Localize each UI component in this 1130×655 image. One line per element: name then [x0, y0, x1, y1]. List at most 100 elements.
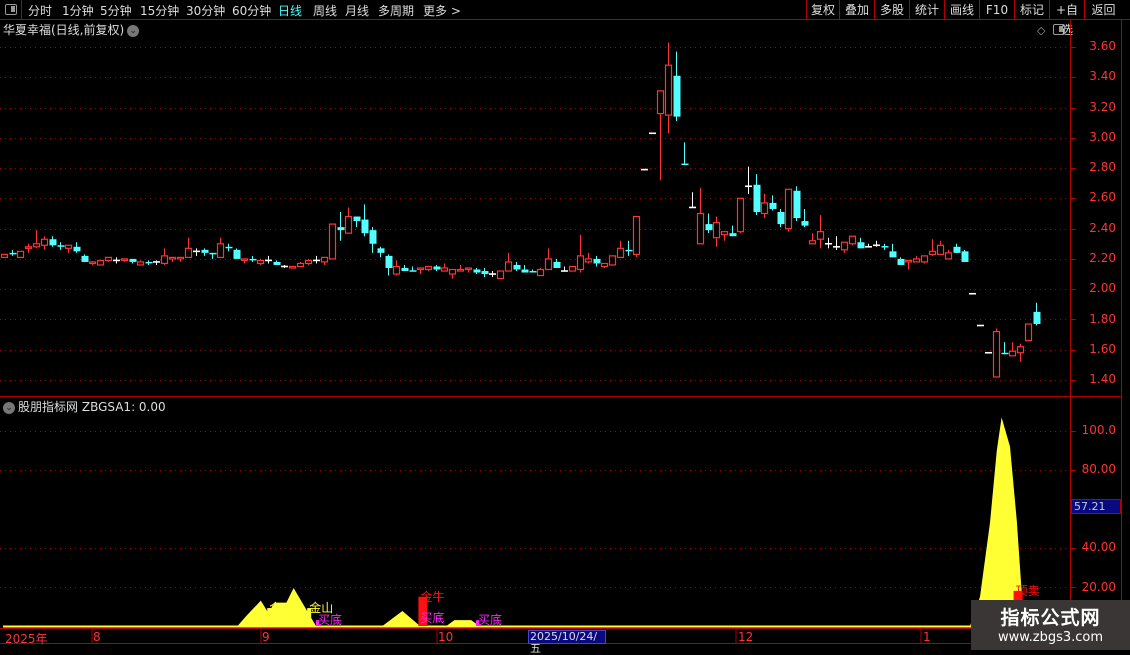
candle-body	[273, 261, 281, 265]
period-tab[interactable]: 分时	[28, 4, 53, 18]
candle-body	[504, 261, 513, 272]
candle-body	[912, 258, 921, 263]
toolbar-button[interactable]: F10	[979, 0, 1014, 20]
candle-body	[904, 259, 913, 263]
toolbar-button[interactable]: 返回	[1084, 0, 1122, 20]
candle-body	[593, 258, 601, 264]
period-tab[interactable]: 多周期	[378, 4, 415, 18]
candle-body	[265, 259, 272, 262]
candle-body	[240, 258, 249, 262]
chevron-down-icon[interactable]: ⌄	[3, 401, 15, 414]
candle-body	[544, 258, 553, 271]
panel-toggle-icon[interactable]	[1053, 24, 1065, 35]
candle-body	[337, 227, 345, 231]
price-tick-label: 2.60	[1089, 190, 1116, 205]
candle-body	[521, 269, 529, 273]
diamond-icon[interactable]: ◇	[1037, 24, 1046, 37]
candle-body	[848, 235, 857, 245]
toolbar-button[interactable]: 复权	[806, 0, 839, 20]
toolbar-button[interactable]: 统计	[909, 0, 944, 20]
candle-body	[705, 224, 713, 231]
candle-body	[673, 75, 681, 117]
candle-body	[153, 261, 160, 263]
candle-body	[81, 255, 89, 262]
x-axis-label: 2025年	[5, 632, 48, 646]
price-tick-label: 1.40	[1089, 372, 1116, 387]
period-tab[interactable]: 更多 >	[423, 4, 461, 18]
candle-body	[632, 215, 641, 255]
candle-body	[553, 261, 561, 268]
x-axis-label: 10	[438, 630, 454, 644]
x-axis-label: 12	[738, 630, 754, 644]
candle-body	[448, 268, 457, 275]
candle-body	[928, 250, 937, 255]
candle-body	[1001, 352, 1009, 355]
candle-body	[600, 262, 609, 268]
chevron-down-icon[interactable]: ⌄	[127, 24, 140, 37]
candle-body	[625, 249, 633, 252]
candle-body	[736, 197, 745, 233]
signal-label: 金山	[309, 600, 333, 615]
candle-body	[496, 270, 505, 280]
period-tab[interactable]: 周线	[313, 4, 338, 18]
candle-body	[753, 184, 761, 212]
candle-body	[536, 268, 545, 277]
candle-body	[936, 244, 945, 255]
candle-body	[777, 211, 785, 225]
x-axis-label: 8	[93, 630, 101, 644]
candle-body	[689, 206, 696, 209]
watermark-title: 指标公式网	[1000, 607, 1101, 629]
toolbar-button[interactable]: 叠加	[839, 0, 874, 20]
period-tab[interactable]: 日线	[278, 4, 303, 18]
candle-body	[873, 244, 880, 247]
candle-body	[184, 247, 193, 258]
candle-body	[416, 267, 425, 271]
candle-body	[944, 252, 953, 260]
candle-body	[113, 259, 120, 262]
candle-body	[16, 250, 25, 258]
candle-body	[296, 262, 305, 268]
signal-bar	[307, 608, 312, 626]
period-tab[interactable]: 5分钟	[100, 4, 132, 18]
signal-label: 买底	[420, 610, 444, 625]
toolbar-button[interactable]: +自选	[1049, 0, 1084, 37]
period-tab[interactable]: 30分钟	[186, 4, 226, 18]
candle-body	[1024, 323, 1033, 342]
toolbar-button[interactable]: 画线	[944, 0, 979, 20]
candle-body	[304, 259, 313, 265]
signal-bar	[267, 608, 272, 626]
candle-body	[889, 251, 897, 258]
period-tab[interactable]: 月线	[345, 4, 370, 18]
layout-toggle-button[interactable]	[0, 0, 22, 20]
candle-body	[344, 215, 353, 234]
candle-body	[568, 265, 577, 272]
signal-bar	[476, 620, 479, 626]
candle-body	[977, 324, 984, 327]
candle-body	[664, 64, 673, 116]
candle-body	[696, 212, 705, 245]
candle-body	[985, 351, 992, 354]
candle-body	[409, 270, 417, 272]
period-tab[interactable]: 60分钟	[232, 4, 272, 18]
candle-body	[656, 90, 665, 115]
candle-body	[96, 259, 105, 266]
candle-body	[729, 233, 737, 237]
candle-body	[897, 258, 905, 265]
candle-body	[313, 259, 320, 262]
toolbar-button[interactable]: 多股	[874, 0, 909, 20]
candle-body	[720, 231, 729, 236]
period-tab[interactable]: 1分钟	[62, 4, 94, 18]
price-tick-label: 3.20	[1089, 99, 1116, 114]
candle-body	[1033, 311, 1041, 324]
indicator-tick-label: 80.00	[1081, 462, 1116, 476]
price-tick-label: 3.60	[1089, 39, 1116, 53]
candle-body	[992, 330, 1001, 378]
stock-title: 华夏幸福(日线,前复权)	[3, 23, 125, 37]
period-tab[interactable]: 15分钟	[140, 4, 180, 18]
candle-body	[857, 242, 865, 249]
candle-body	[920, 255, 929, 263]
indicator-name[interactable]: 股朋指标网	[18, 400, 79, 414]
price-tick-label: 3.40	[1089, 69, 1116, 84]
toolbar-button[interactable]: 标记	[1014, 0, 1049, 20]
